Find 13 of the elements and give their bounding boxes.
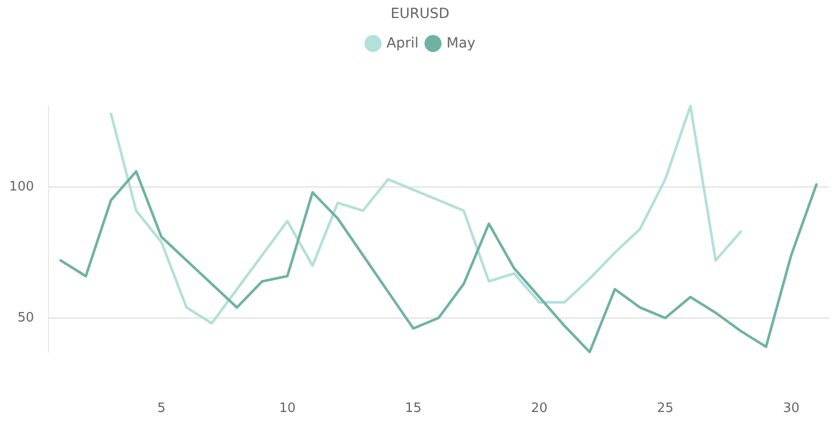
x-tick-label: 15 <box>405 401 422 416</box>
y-tick-label: 50 <box>17 310 34 326</box>
line-series <box>59 170 818 354</box>
chart-title: EURUSD <box>390 6 450 22</box>
legend-label: April <box>386 36 419 52</box>
y-tick-label: 100 <box>9 180 34 195</box>
x-tick-label: 25 <box>656 401 674 416</box>
x-tick-label: 10 <box>279 401 296 416</box>
x-tick-label: 20 <box>531 401 548 416</box>
x-tick-label: 5 <box>157 401 166 416</box>
line-series <box>110 104 742 325</box>
x-tick-label: 30 <box>782 401 800 416</box>
legend-label: May <box>446 36 476 52</box>
